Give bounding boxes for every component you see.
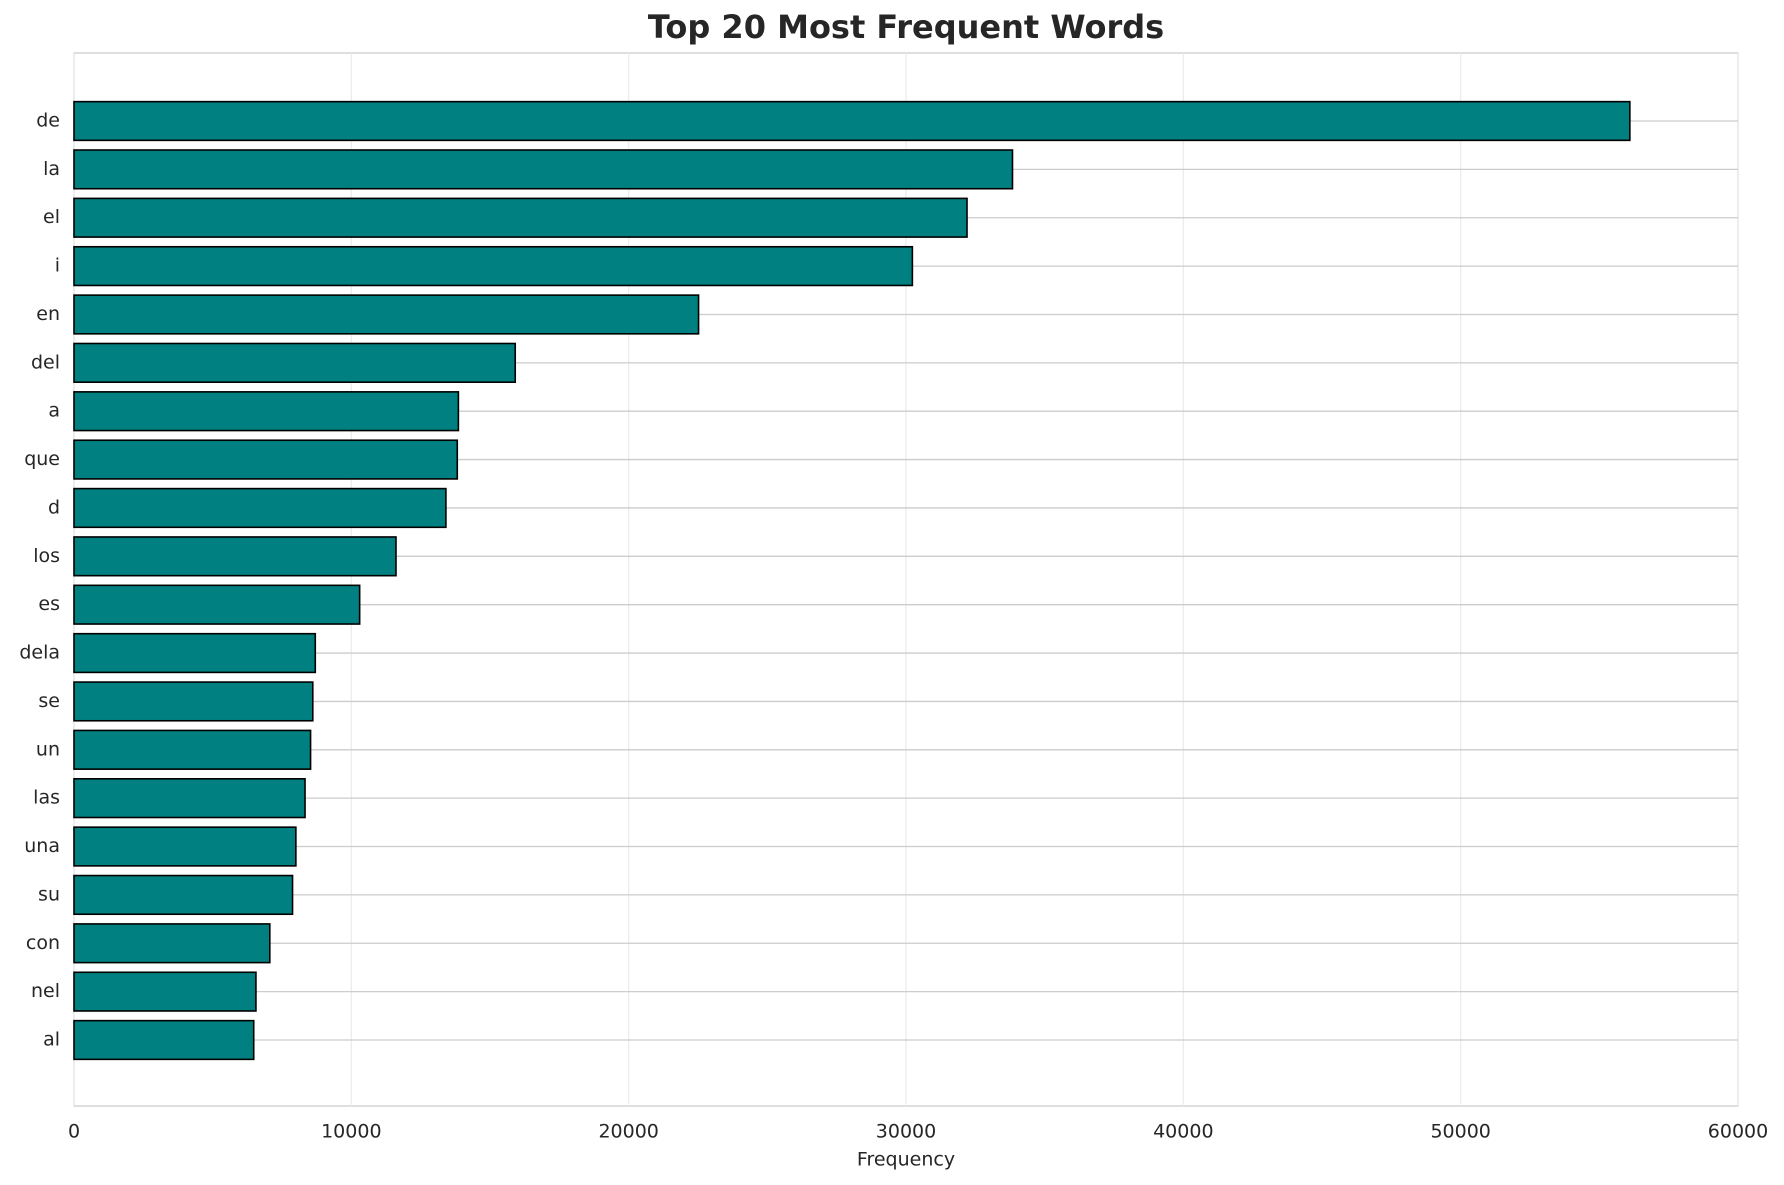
y-tick-label: i	[55, 255, 60, 277]
y-tick-label: que	[24, 448, 60, 470]
x-tick-label: 10000	[321, 1121, 381, 1143]
y-tick-label: se	[38, 690, 60, 712]
y-tick-label: a	[48, 400, 60, 422]
bar	[73, 874, 294, 916]
bar	[73, 197, 968, 238]
y-tick-label: en	[36, 303, 60, 325]
y-tick-label: su	[38, 883, 60, 905]
bar	[73, 681, 314, 722]
bar	[73, 149, 1014, 190]
bar	[73, 439, 459, 480]
bar	[73, 826, 297, 867]
y-tick-label: al	[43, 1029, 60, 1051]
y-tick-label: de	[36, 110, 60, 132]
y-tick-label: una	[24, 835, 60, 857]
bar	[73, 923, 271, 964]
y-tick-label: del	[31, 351, 60, 373]
y-tick-label: un	[36, 738, 60, 760]
bar	[73, 1019, 255, 1061]
bar	[73, 342, 517, 383]
bar	[73, 100, 1631, 142]
x-tick-label: 30000	[876, 1121, 936, 1143]
chart-title: Top 20 Most Frequent Words	[648, 8, 1164, 46]
y-tick-label: nel	[31, 980, 60, 1002]
x-tick-label: 20000	[598, 1121, 658, 1143]
bar	[73, 294, 700, 335]
y-tick-label: la	[43, 158, 60, 180]
y-tick-label: con	[26, 932, 60, 954]
bar	[73, 391, 460, 432]
bar	[73, 729, 312, 770]
bar	[73, 632, 317, 674]
y-tick-label: d	[48, 496, 60, 518]
x-tick-label: 60000	[1708, 1121, 1768, 1143]
x-axis-label: Frequency	[857, 1149, 955, 1171]
bar	[73, 487, 447, 529]
x-tick-label: 0	[68, 1121, 80, 1143]
bar	[73, 584, 361, 625]
y-tick-label: es	[38, 593, 60, 615]
x-tick-label: 50000	[1430, 1121, 1490, 1143]
y-tick-label: las	[33, 787, 60, 809]
bar	[73, 971, 257, 1012]
bar	[73, 245, 914, 287]
bar	[73, 536, 397, 577]
x-tick-label: 40000	[1153, 1121, 1213, 1143]
y-tick-label: dela	[19, 642, 60, 664]
y-tick-label: los	[33, 545, 60, 567]
bar	[73, 778, 306, 819]
y-tick-label: el	[43, 206, 60, 228]
